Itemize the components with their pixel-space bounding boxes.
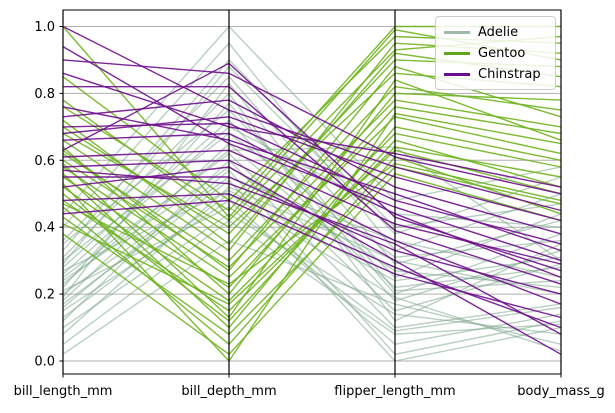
legend-item-chinstrap: Chinstrap: [444, 64, 547, 84]
y-tick-label: 0.6: [34, 154, 55, 169]
data-line-gentoo: [62, 156, 562, 346]
legend-line-swatch-adelie: [444, 30, 470, 34]
legend: Adelie Gentoo Chinstrap: [435, 16, 556, 90]
data-line-gentoo: [62, 99, 562, 269]
data-line-gentoo: [62, 146, 562, 312]
data-line-chinstrap: [62, 193, 562, 329]
data-line-adelie: [62, 206, 562, 332]
y-tick-label: 0.2: [34, 288, 55, 303]
axis-label-bill_length_mm: bill_length_mm: [14, 384, 113, 399]
axis-label-bill_depth_mm: bill_depth_mm: [181, 384, 276, 399]
data-line-gentoo: [62, 116, 562, 279]
data-line-chinstrap: [62, 99, 562, 235]
data-line-gentoo: [62, 149, 562, 305]
data-line-adelie: [62, 176, 562, 295]
axis-label-flipper_length_mm: flipper_length_mm: [334, 384, 455, 399]
data-line-gentoo: [62, 92, 562, 296]
legend-item-adelie: Adelie: [444, 22, 547, 42]
data-line-adelie: [62, 25, 562, 215]
data-line-adelie: [62, 126, 562, 275]
data-line-chinstrap: [62, 59, 562, 195]
data-line-gentoo: [62, 79, 562, 319]
data-line-chinstrap: [62, 169, 562, 335]
legend-label: Adelie: [478, 24, 519, 40]
legend-label: Gentoo: [478, 45, 526, 61]
data-line-gentoo: [62, 162, 562, 285]
data-line-adelie: [62, 92, 562, 322]
axis-label-body_mass_g: body_mass_g: [517, 384, 605, 399]
y-tick-label: 0.0: [34, 355, 55, 370]
data-line-adelie: [62, 169, 562, 356]
y-tick-label: 0.4: [34, 221, 55, 236]
plot-border: [62, 9, 562, 375]
data-line-chinstrap: [62, 159, 562, 305]
data-line-chinstrap: [62, 116, 562, 222]
data-line-chinstrap: [63, 85, 562, 285]
data-line-gentoo: [62, 172, 562, 356]
data-line-chinstrap: [62, 106, 562, 252]
data-line-chinstrap: [62, 72, 562, 188]
y-tick-label: 0.8: [34, 87, 55, 102]
legend-line-swatch-gentoo: [444, 51, 470, 55]
data-line-adelie: [62, 152, 562, 312]
legend-label: Chinstrap: [478, 66, 541, 82]
data-line-adelie: [62, 179, 562, 362]
data-line-adelie: [62, 166, 562, 289]
data-line-chinstrap: [62, 132, 562, 279]
data-line-chinstrap: [62, 199, 562, 319]
legend-item-gentoo: Gentoo: [444, 43, 547, 63]
data-line-adelie: [62, 189, 562, 282]
data-line-adelie: [62, 119, 562, 302]
data-line-chinstrap: [62, 45, 562, 262]
data-line-chinstrap: [62, 25, 562, 212]
y-tick-label: 1.0: [34, 20, 55, 35]
legend-line-swatch-chinstrap: [444, 72, 470, 76]
data-line-gentoo: [62, 65, 562, 272]
